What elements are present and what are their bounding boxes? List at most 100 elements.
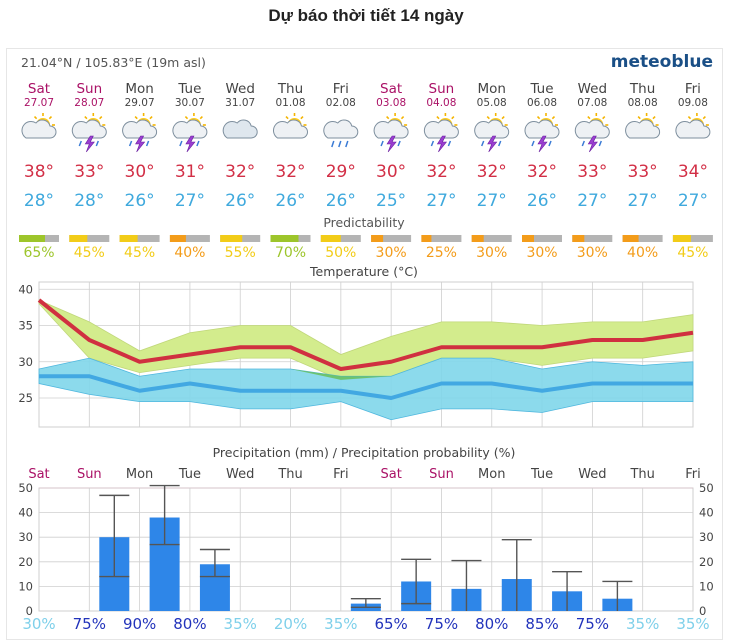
- predictability-bar-fill: [471, 235, 484, 242]
- predictability-bar-fill: [572, 235, 585, 242]
- day-name: Wed: [578, 81, 607, 97]
- precipitation-tick-left: 30: [18, 530, 33, 544]
- predictability-bar-fill: [320, 235, 341, 242]
- precipitation-probability: 35%: [676, 615, 709, 633]
- precipitation-day-label: Tue: [530, 467, 553, 482]
- precipitation-day-label: Sun: [429, 467, 454, 482]
- predictability-bar-fill: [119, 235, 138, 242]
- page-title: Dự báo thời tiết 14 ngày: [268, 6, 464, 25]
- precipitation-probability: 80%: [173, 615, 206, 633]
- predictability-bar-fill: [672, 235, 691, 242]
- temp-max: 32°: [426, 162, 456, 182]
- predictability-bar-fill: [371, 235, 384, 242]
- day-date: 07.08: [577, 97, 607, 109]
- precipitation-probability: 80%: [475, 615, 508, 633]
- temp-max: 34°: [678, 162, 708, 182]
- temp-max: 33°: [628, 162, 658, 182]
- predictability-value: 45%: [74, 245, 105, 261]
- day-name: Tue: [177, 81, 201, 97]
- predictability-value: 45%: [124, 245, 155, 261]
- day-date: 28.07: [74, 97, 104, 109]
- day-name: Thu: [277, 81, 303, 97]
- temp-max: 38°: [24, 162, 54, 182]
- precipitation-day-label: Thu: [277, 467, 302, 482]
- location-label: 21.04°N / 105.83°E (19m asl): [21, 55, 206, 70]
- temp-min: 26°: [225, 191, 255, 211]
- temp-max: 32°: [225, 162, 255, 182]
- day-date: 06.08: [527, 97, 557, 109]
- precipitation-plot-area: [38, 487, 694, 612]
- thunderstorm-icon: [474, 113, 510, 153]
- predictability-bar-fill: [220, 235, 243, 242]
- predictability-bar-fill: [270, 235, 299, 242]
- temp-min: 28°: [74, 191, 104, 211]
- day-name: Tue: [529, 81, 553, 97]
- temp-min: 25°: [376, 191, 406, 211]
- thunderstorm-icon: [574, 113, 610, 153]
- day-name: Fri: [333, 81, 349, 97]
- brand-logo[interactable]: meteoblue: [611, 52, 713, 72]
- predictability-value: 30%: [526, 245, 557, 261]
- day-date: 01.08: [275, 97, 305, 109]
- thunderstorm-icon: [172, 113, 208, 153]
- predictability-bar-fill: [19, 235, 45, 242]
- predictability-bar-fill: [169, 235, 186, 242]
- precipitation-tick-left: 0: [26, 604, 33, 618]
- temp-max: 32°: [477, 162, 507, 182]
- predictability-value: 30%: [376, 245, 407, 261]
- temp-min: 28°: [24, 191, 54, 211]
- day-name: Sun: [429, 81, 455, 97]
- sun-cloud-icon: [675, 113, 711, 139]
- day-date: 04.08: [426, 97, 456, 109]
- day-date: 27.07: [24, 97, 54, 109]
- predictability-value: 25%: [426, 245, 457, 261]
- thunderstorm-icon: [423, 113, 459, 153]
- precipitation-day-label: Tue: [178, 467, 201, 482]
- min-temp-range-band: [38, 357, 694, 421]
- precipitation-day-label: Wed: [578, 467, 606, 482]
- temp-min: 26°: [275, 191, 305, 211]
- precipitation-probability: 30%: [22, 615, 55, 633]
- precipitation-tick-left: 40: [18, 506, 33, 520]
- temperature-tick-label: 35: [18, 319, 33, 333]
- temp-max: 31°: [175, 162, 205, 182]
- predictability-value: 40%: [174, 245, 205, 261]
- predictability-bar-bg: [371, 235, 412, 242]
- sun-cloud-icon: [273, 113, 308, 139]
- temp-max: 32°: [527, 162, 557, 182]
- sun-cloud-icon: [21, 113, 57, 139]
- precipitation-probability: 65%: [374, 615, 407, 633]
- predictability-bar-bg: [672, 235, 713, 242]
- temperature-chart: Temperature (°C) 25 30 35 40: [18, 264, 694, 428]
- precipitation-day-label: Fri: [333, 467, 349, 482]
- predictability-value: 45%: [677, 245, 708, 261]
- predictability-value: 50%: [325, 245, 356, 261]
- predictability-row: Predictability 65% 45% 45% 40% 55% 70% 50% 30% 25…: [19, 215, 713, 261]
- precipitation-tick-right: 20: [699, 555, 714, 569]
- predictability-bar-bg: [572, 235, 613, 242]
- precipitation-tick-right: 40: [699, 506, 714, 520]
- predictability-value: 30%: [476, 245, 507, 261]
- precipitation-probability: 75%: [73, 615, 106, 633]
- predictability-bar-bg: [119, 235, 160, 242]
- predictability-bar-fill: [522, 235, 534, 242]
- max-temp-line: [37, 298, 694, 371]
- weather-icons-row: [21, 113, 711, 153]
- precipitation-day-label: Mon: [478, 467, 505, 482]
- thunderstorm-icon: [373, 113, 409, 153]
- day-name: Thu: [629, 81, 655, 97]
- predictability-bar-fill: [421, 235, 432, 242]
- max-temp-range-band: [38, 299, 694, 381]
- day-name: Sun: [76, 81, 102, 97]
- temp-max: 33°: [577, 162, 607, 182]
- temp-min: 27°: [175, 191, 205, 211]
- precipitation-tick-right: 10: [699, 579, 714, 593]
- day-name: Fri: [685, 81, 701, 97]
- predictability-bar-bg: [522, 235, 562, 242]
- predictability-bar-bg: [471, 235, 512, 242]
- precipitation-probability: 35%: [324, 615, 357, 633]
- precipitation-day-label: Fri: [685, 467, 701, 482]
- day-header-row: Sat27.07Sun28.07Mon29.07Tue30.07Wed31.07…: [24, 81, 708, 109]
- temp-max: 32°: [275, 162, 305, 182]
- temperature-chart-title: Temperature (°C): [309, 264, 418, 279]
